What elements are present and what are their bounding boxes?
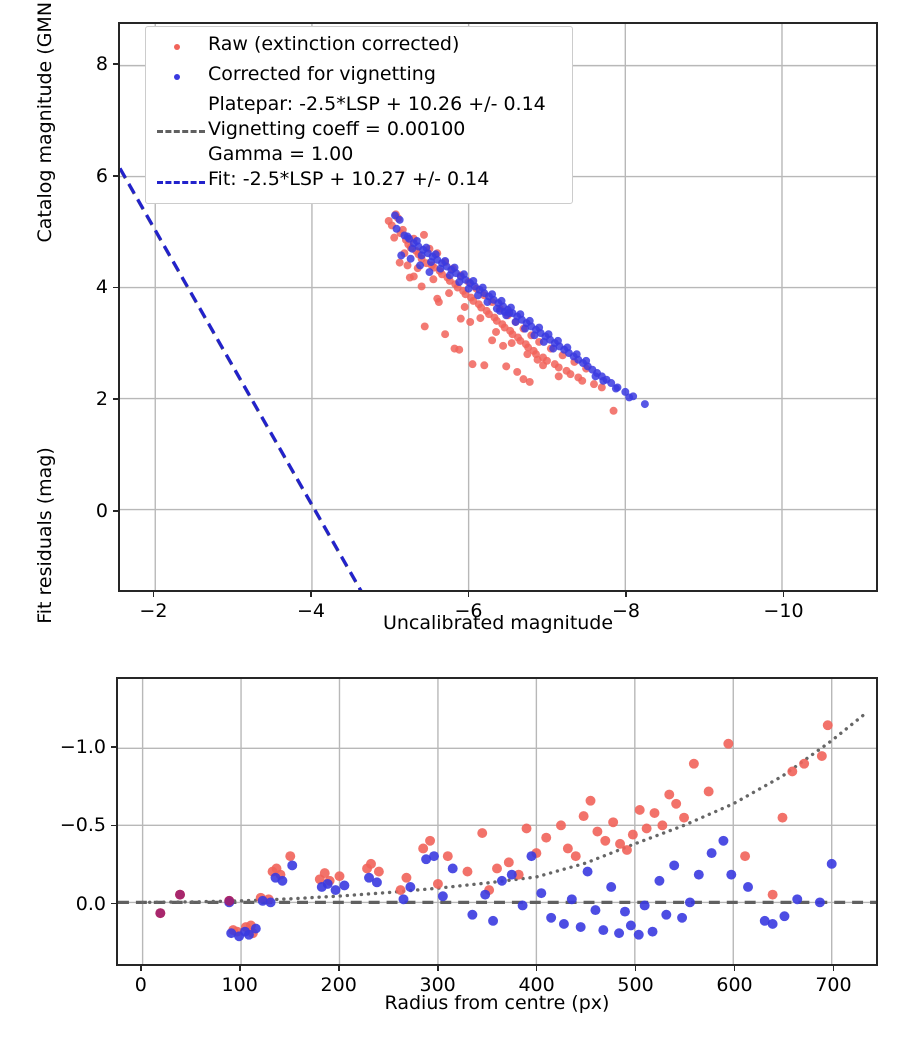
top-ytick-mark — [113, 286, 118, 289]
top-xtick-label: −8 — [611, 600, 640, 622]
legend-key-fit-line — [154, 167, 208, 197]
top-xtick-label: −4 — [296, 600, 325, 622]
legend-entry-corrected: Corrected for vignetting — [154, 62, 564, 92]
legend: Raw (extinction corrected) Corrected for… — [145, 26, 573, 204]
bottom-xtick-label: 200 — [320, 974, 357, 996]
fit-residuals-axes — [116, 677, 878, 966]
top-ytick-label: 0 — [95, 499, 108, 522]
scatter-dot-icon — [174, 74, 180, 80]
bottom-xtick-label: 100 — [221, 974, 258, 996]
bottom-ytick-mark — [111, 746, 116, 749]
legend-key-platepar-line — [154, 92, 208, 167]
top-xtick-label: −10 — [763, 600, 804, 622]
bottom-xtick-mark — [436, 966, 439, 971]
bottom-ytick-label: −0.5 — [59, 814, 106, 837]
top-xtick-mark — [310, 592, 312, 597]
bottom-xtick-label: 700 — [815, 974, 852, 996]
bottom-xaxis-label: Radius from centre (px) — [384, 992, 610, 1014]
top-ytick-mark — [113, 398, 118, 401]
bottom-xtick-mark — [535, 966, 538, 971]
top-ytick-label: 2 — [95, 388, 108, 411]
dashed-line-icon — [157, 181, 205, 184]
top-ytick-label: 6 — [95, 164, 108, 187]
dashed-line-icon — [157, 130, 205, 133]
bottom-xtick-mark — [238, 966, 241, 971]
top-xtick-label: −6 — [454, 600, 483, 622]
legend-key-corrected-marker — [154, 62, 208, 92]
bottom-xtick-mark — [139, 966, 142, 971]
top-xtick-mark — [467, 592, 470, 597]
bottom-ytick-mark — [111, 902, 116, 905]
top-ytick-label: 8 — [95, 52, 108, 75]
bottom-xtick-label: 500 — [617, 974, 654, 996]
bottom-xtick-mark — [733, 966, 736, 971]
bottom-xtick-label: 0 — [134, 974, 147, 996]
top-xtick-label: −2 — [139, 600, 168, 622]
bottom-xtick-mark — [337, 966, 340, 971]
bottom-yaxis-label: Fit residuals (mag) — [34, 447, 56, 624]
top-xtick-mark — [782, 592, 785, 597]
legend-entry-raw: Raw (extinction corrected) — [154, 32, 564, 62]
bottom-xtick-label: 400 — [518, 974, 555, 996]
legend-label-raw: Raw (extinction corrected) — [208, 33, 460, 55]
scatter-dot-icon — [174, 44, 180, 50]
legend-entry-platepar: Platepar: -2.5*LSP + 10.26 +/- 0.14 Vign… — [154, 92, 564, 167]
legend-label-fit: Fit: -2.5*LSP + 10.27 +/- 0.14 — [208, 168, 490, 190]
fit-residuals-canvas — [118, 679, 876, 964]
bottom-ytick-mark — [111, 824, 116, 827]
bottom-xtick-label: 600 — [716, 974, 753, 996]
bottom-ytick-label: −1.0 — [59, 736, 106, 759]
legend-label-corrected: Corrected for vignetting — [208, 63, 436, 85]
bottom-xtick-label: 300 — [419, 974, 456, 996]
legend-entry-fit: Fit: -2.5*LSP + 10.27 +/- 0.14 — [154, 167, 564, 197]
top-yaxis-label: Catalog magnitude (GMN 1.00G) — [34, 0, 56, 243]
bottom-xtick-mark — [832, 966, 835, 971]
top-xaxis-label: Uncalibrated magnitude — [382, 612, 614, 634]
bottom-ytick-label: 0.0 — [75, 892, 106, 915]
top-ytick-mark — [113, 63, 118, 65]
top-ytick-mark — [113, 510, 118, 512]
top-ytick-label: 4 — [95, 276, 108, 299]
top-xtick-mark — [152, 592, 155, 597]
legend-label-platepar: Platepar: -2.5*LSP + 10.26 +/- 0.14 Vign… — [208, 93, 546, 165]
top-xtick-mark — [625, 592, 627, 597]
bottom-xtick-mark — [634, 966, 637, 971]
legend-key-raw-marker — [154, 32, 208, 62]
top-ytick-mark — [113, 174, 118, 177]
